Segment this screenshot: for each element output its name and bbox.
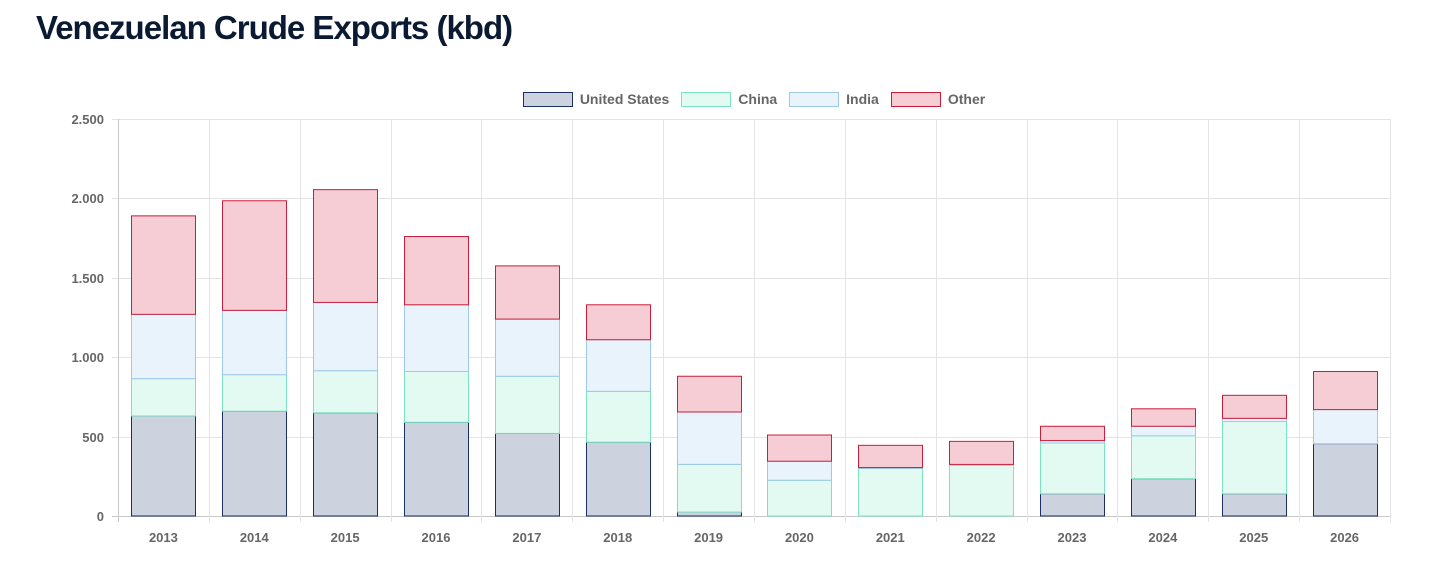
bar-segment-china[interactable] <box>313 370 378 414</box>
legend-item-united-states[interactable]: United States <box>523 91 670 107</box>
bar-segment-india[interactable] <box>495 318 560 377</box>
grid-lines <box>112 119 1391 522</box>
bar-segment-china[interactable] <box>495 375 560 434</box>
legend-item-other[interactable]: Other <box>891 91 986 107</box>
axes: 0 500 1.000 1.500 2.000 2.500 2013 2014 2015 2016… <box>71 112 1359 545</box>
bar-segment-other[interactable] <box>222 200 287 311</box>
x-tick-label: 2020 <box>785 530 814 545</box>
x-tick-label: 2019 <box>694 530 723 545</box>
bar-segment-other[interactable] <box>586 304 651 341</box>
bar-segment-china[interactable] <box>586 390 651 443</box>
bar-segment-india[interactable] <box>1131 425 1196 437</box>
y-tick-label: 1.000 <box>71 350 104 365</box>
bar-segment-china[interactable] <box>767 479 832 517</box>
bar-segment-united-states[interactable] <box>495 432 560 517</box>
bar-segment-united-states[interactable] <box>1313 443 1378 517</box>
bar-segment-india[interactable] <box>131 313 196 380</box>
bar-segment-india[interactable] <box>404 304 469 372</box>
bar-segment-other[interactable] <box>949 440 1014 465</box>
y-tick-label: 0 <box>97 509 104 524</box>
bar-segment-other[interactable] <box>495 265 560 320</box>
bar-segment-other[interactable] <box>677 375 742 413</box>
bar-segment-other[interactable] <box>1040 425 1105 442</box>
bar-segment-united-states[interactable] <box>404 421 469 517</box>
bar-segment-china[interactable] <box>858 467 923 517</box>
chart-title: Venezuelan Crude Exports (kbd) <box>36 9 513 46</box>
bars <box>131 189 1378 517</box>
x-tick-label: 2016 <box>422 530 451 545</box>
bar-segment-india[interactable] <box>677 411 742 465</box>
legend-swatch <box>681 92 731 107</box>
bar-segment-china[interactable] <box>1131 435 1196 480</box>
bar-segment-united-states[interactable] <box>677 511 742 517</box>
bar-segment-india[interactable] <box>1313 409 1378 445</box>
x-tick-label: 2025 <box>1239 530 1268 545</box>
bar-segment-india[interactable] <box>313 301 378 372</box>
bar-segment-other[interactable] <box>1131 408 1196 427</box>
y-tick-label: 2.000 <box>71 191 104 206</box>
bar-segment-china[interactable] <box>1222 421 1287 495</box>
x-tick-label: 2013 <box>149 530 178 545</box>
bar-segment-united-states[interactable] <box>1131 478 1196 517</box>
x-tick-label: 2022 <box>967 530 996 545</box>
bar-segment-united-states[interactable] <box>131 415 196 517</box>
bar-segment-united-states[interactable] <box>222 410 287 517</box>
legend-item-india[interactable]: India <box>789 91 880 107</box>
bar-segment-china[interactable] <box>404 370 469 423</box>
legend-label: India <box>846 91 879 107</box>
x-tick-label: 2018 <box>603 530 632 545</box>
bar-segment-india[interactable] <box>222 309 287 376</box>
x-tick-label: 2015 <box>331 530 360 545</box>
x-tick-label: 2024 <box>1148 530 1178 545</box>
bar-segment-china[interactable] <box>222 374 287 412</box>
x-tick-label: 2017 <box>512 530 541 545</box>
bar-segment-united-states[interactable] <box>586 441 651 517</box>
legend-swatch <box>523 92 573 107</box>
y-tick-label: 2.500 <box>71 112 104 127</box>
bar-segment-united-states[interactable] <box>313 412 378 517</box>
x-tick-label: 2021 <box>876 530 905 545</box>
bar-segment-china[interactable] <box>949 464 1014 517</box>
legend-item-china[interactable]: China <box>681 91 778 107</box>
bar-segment-other[interactable] <box>1313 370 1378 411</box>
bar-segment-other[interactable] <box>313 189 378 303</box>
bar-segment-india[interactable] <box>586 339 651 392</box>
legend-label: United States <box>580 91 670 107</box>
x-tick-label: 2014 <box>240 530 270 545</box>
bar-segment-other[interactable] <box>858 444 923 469</box>
bar-segment-other[interactable] <box>767 434 832 462</box>
y-tick-label: 1.500 <box>71 271 104 286</box>
bar-segment-other[interactable] <box>404 236 469 306</box>
bar-segment-china[interactable] <box>677 463 742 513</box>
y-tick-label: 500 <box>82 430 104 445</box>
legend: United States China India Other <box>523 91 986 107</box>
legend-label: China <box>738 91 777 107</box>
bar-segment-united-states[interactable] <box>1040 493 1105 517</box>
x-tick-label: 2023 <box>1058 530 1087 545</box>
bar-segment-china[interactable] <box>1040 442 1105 495</box>
legend-label: Other <box>948 91 986 107</box>
bar-segment-india[interactable] <box>767 460 832 481</box>
bar-segment-china[interactable] <box>131 378 196 417</box>
bar-segment-other[interactable] <box>131 215 196 315</box>
bar-segment-other[interactable] <box>1222 394 1287 419</box>
x-tick-label: 2026 <box>1330 530 1359 545</box>
legend-swatch <box>891 92 941 107</box>
legend-swatch <box>789 92 839 107</box>
bar-segment-united-states[interactable] <box>1222 493 1287 517</box>
